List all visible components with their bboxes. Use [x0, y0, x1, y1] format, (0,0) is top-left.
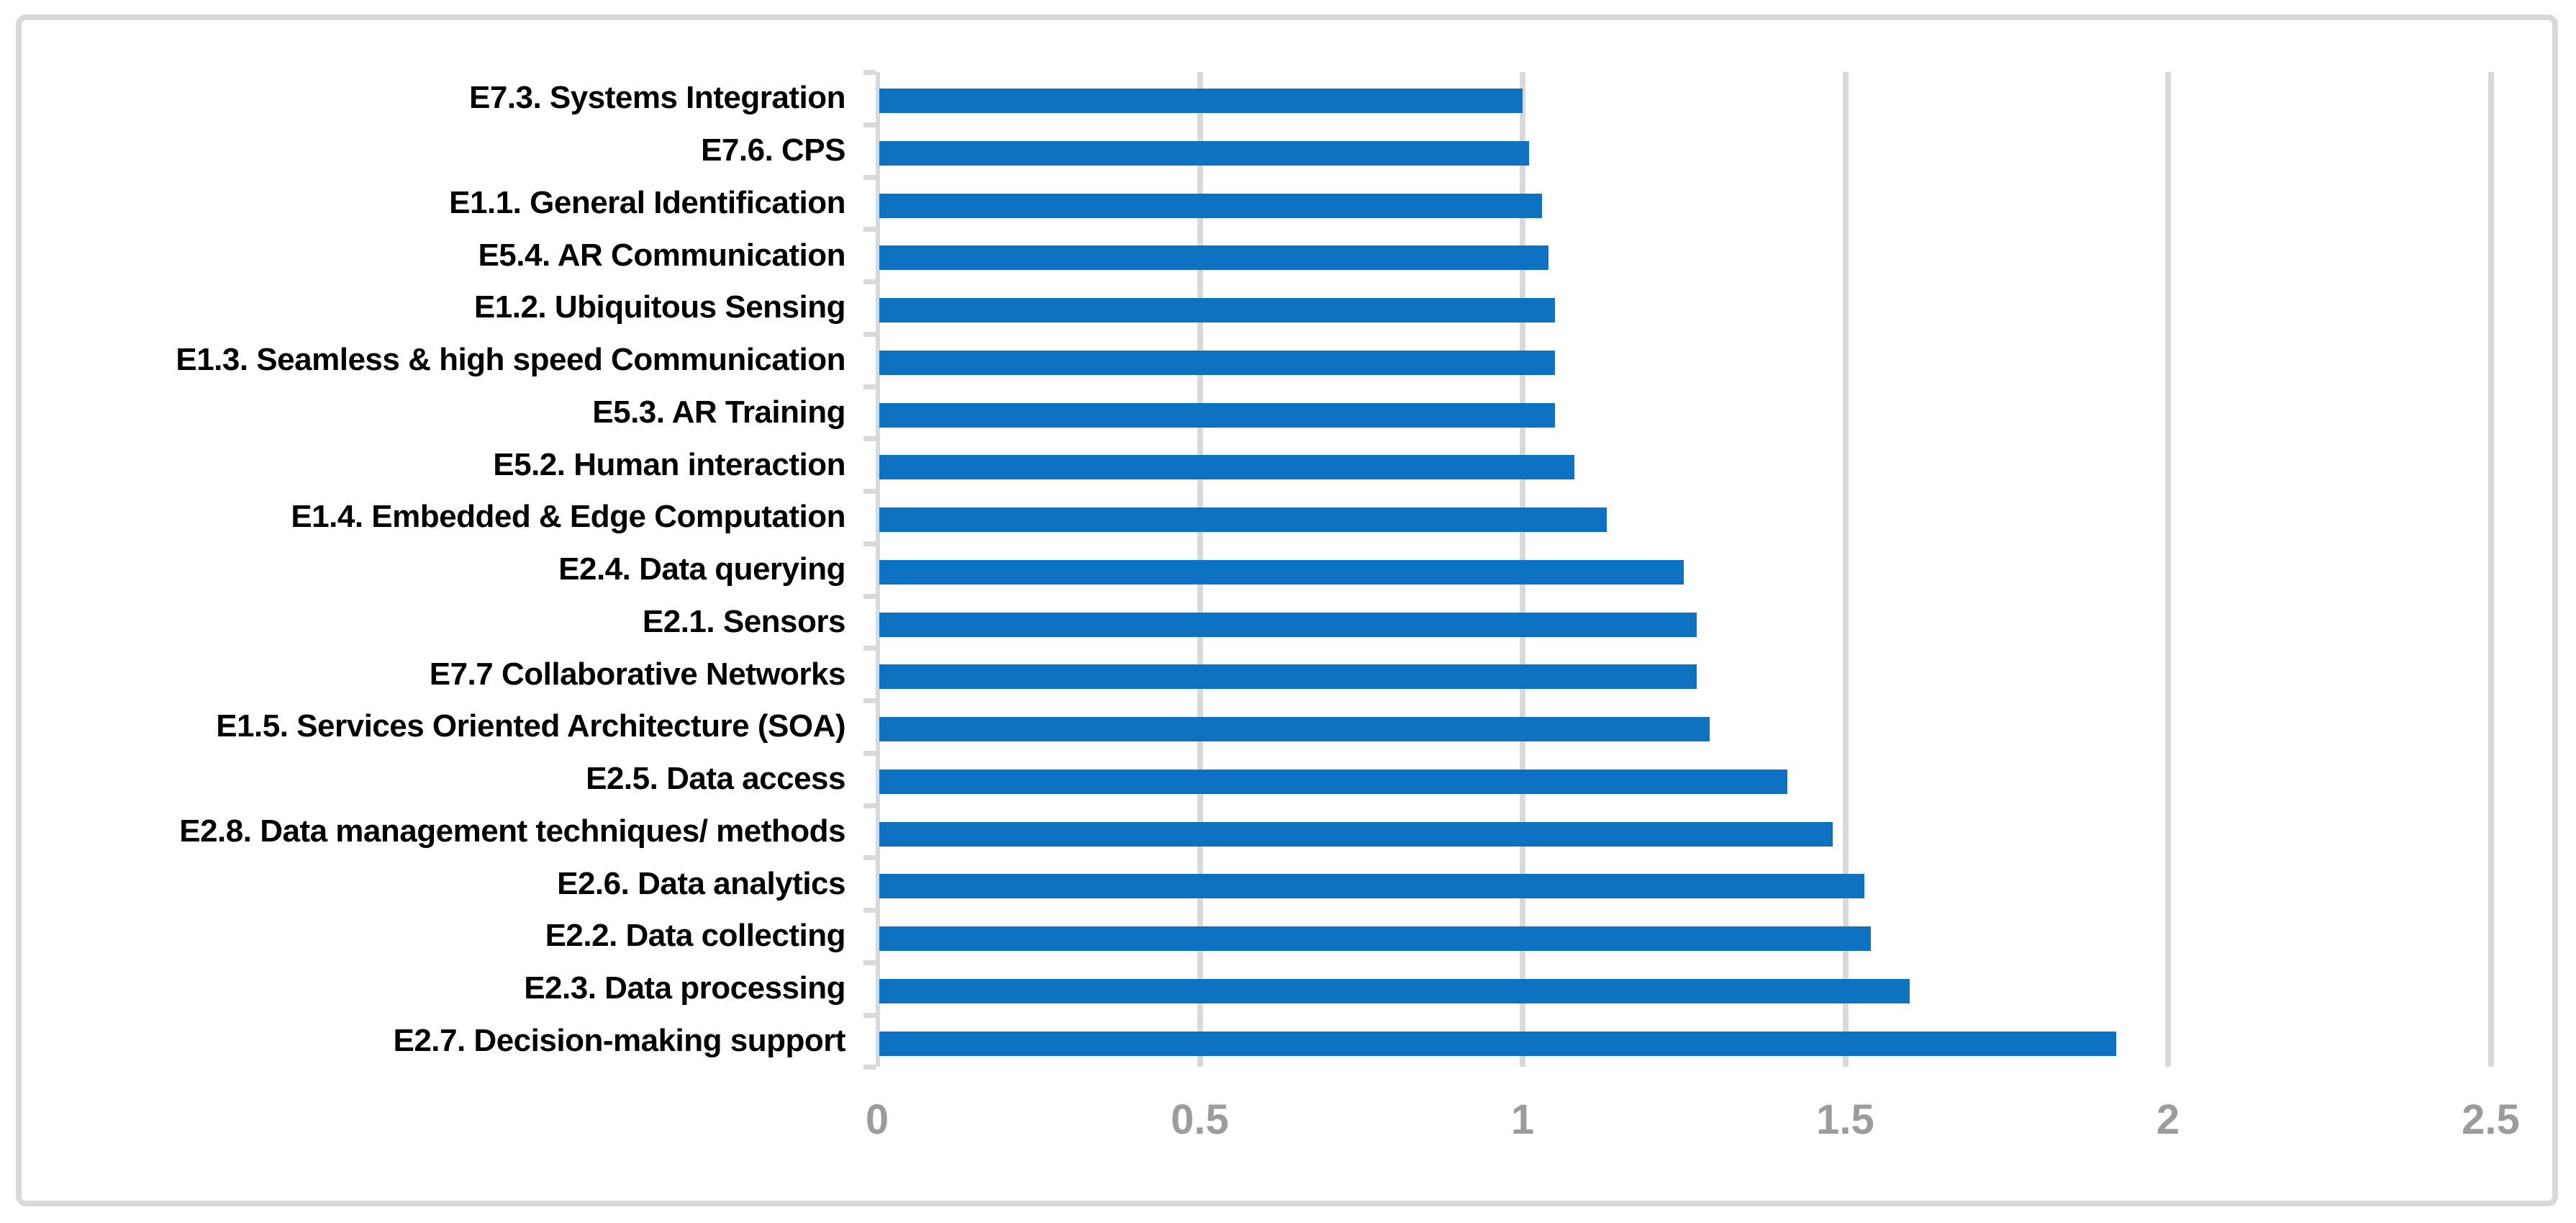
category-label: E2.7. Decision-making support	[393, 1022, 845, 1058]
axis-tick-mark	[863, 855, 876, 861]
bar	[879, 664, 1697, 690]
axis-tick-mark	[863, 541, 876, 546]
axis-tick-mark	[863, 960, 876, 965]
category-label: E2.2. Data collecting	[545, 918, 846, 954]
bar	[879, 978, 1910, 1003]
axis-tick-mark	[863, 803, 876, 808]
category-label: E1.5. Services Oriented Architecture (SO…	[216, 708, 845, 744]
axis-tick-mark	[863, 384, 876, 389]
axis-tick-mark	[863, 489, 876, 494]
axis-tick-mark	[863, 279, 876, 284]
category-label: E1.1. General Identification	[449, 184, 845, 220]
axis-tick-mark	[863, 331, 876, 337]
axis-tick-mark	[863, 227, 876, 233]
bar	[879, 874, 1864, 899]
bar	[879, 559, 1684, 585]
gridline	[2487, 72, 2494, 1068]
category-label: E2.3. Data processing	[524, 970, 845, 1006]
bar	[879, 821, 1833, 847]
category-label: E1.3. Seamless & high speed Communicatio…	[176, 342, 845, 378]
bar	[879, 612, 1697, 637]
category-label: E2.1. Sensors	[642, 603, 846, 639]
bar	[879, 507, 1607, 532]
axis-tick-mark	[863, 646, 876, 651]
x-tick-label: 0.5	[1171, 1096, 1229, 1143]
category-label: E1.4. Embedded & Edge Computation	[291, 499, 845, 535]
x-tick-label: 1	[1510, 1096, 1535, 1143]
category-label: E2.8. Data management techniques/ method…	[179, 813, 845, 849]
axis-tick-mark	[863, 1065, 876, 1070]
axis-tick-mark	[863, 750, 876, 756]
bar	[879, 140, 1529, 166]
category-label: E7.3. Systems Integration	[468, 80, 846, 116]
category-label: E5.4. AR Communication	[478, 237, 845, 273]
bar	[879, 455, 1574, 480]
axis-tick-mark	[863, 1012, 876, 1018]
axis-tick-mark	[863, 70, 876, 75]
axis-tick-mark	[863, 174, 876, 180]
axis-tick-mark	[863, 593, 876, 599]
bar	[879, 245, 1548, 271]
x-tick-label: 2	[2156, 1096, 2180, 1143]
x-tick-label: 0	[865, 1096, 889, 1143]
gridline	[1842, 72, 1849, 1068]
category-label: E2.6. Data analytics	[557, 865, 845, 901]
axis-tick-mark	[863, 122, 876, 127]
category-label: E7.7 Collaborative Networks	[429, 656, 846, 692]
y-axis-line	[876, 72, 880, 1068]
axis-tick-mark	[863, 908, 876, 913]
bar	[879, 89, 1523, 113]
category-label: E5.2. Human interaction	[493, 446, 845, 482]
category-label: E2.5. Data access	[586, 761, 845, 797]
gridline	[2165, 72, 2171, 1068]
category-label: E7.6. CPS	[701, 132, 845, 168]
bar	[879, 717, 1710, 741]
x-tick-label: 1.5	[1816, 1096, 1874, 1143]
x-tick-label: 2.5	[2462, 1096, 2520, 1143]
bar	[879, 1031, 2116, 1056]
bar	[879, 402, 1555, 428]
bar	[879, 298, 1555, 322]
bar	[879, 350, 1555, 375]
category-label: E2.4. Data querying	[558, 551, 845, 587]
category-label: E1.2. Ubiquitous Sensing	[473, 289, 846, 325]
axis-tick-mark	[863, 698, 876, 703]
category-label: E5.3. AR Training	[592, 394, 845, 430]
bar	[879, 193, 1542, 218]
bar	[879, 926, 1871, 951]
bar	[879, 769, 1787, 794]
axis-tick-mark	[863, 436, 876, 442]
